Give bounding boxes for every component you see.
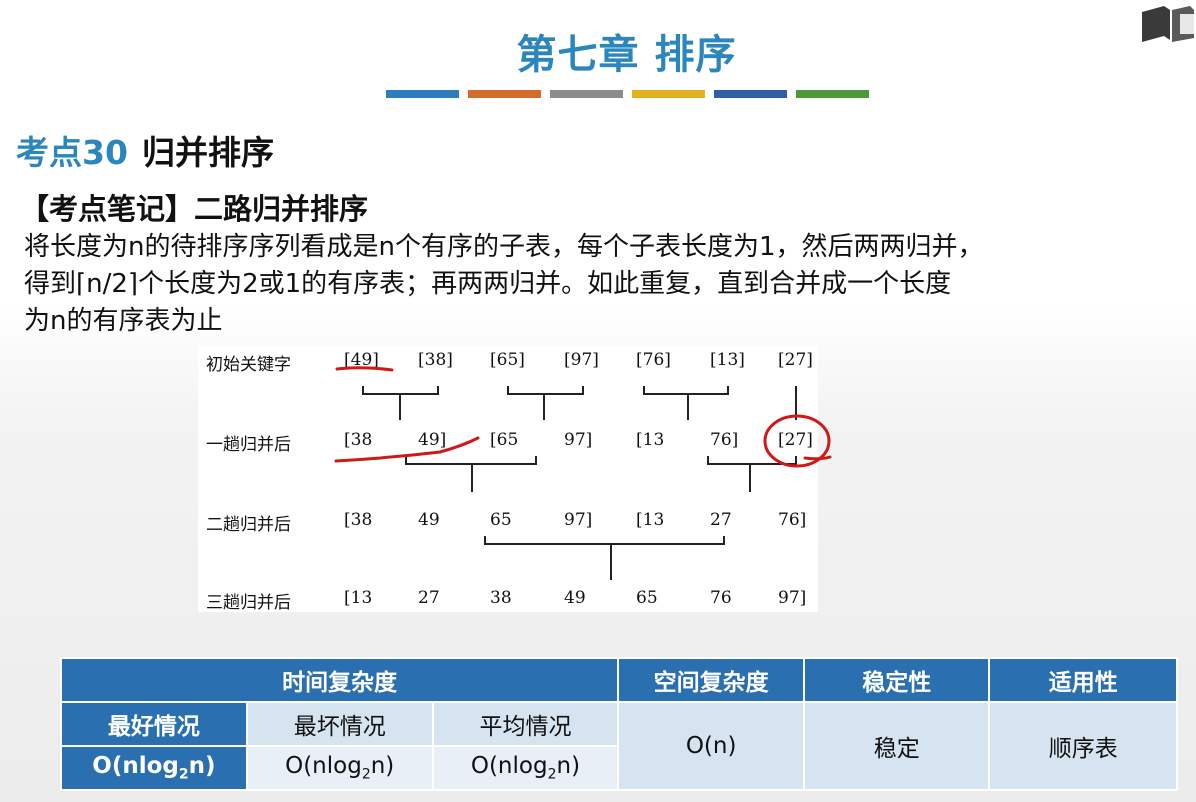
diagram-key-value: [38 (344, 510, 373, 530)
color-bar (386, 90, 459, 98)
diagram-key-value: [49] (344, 350, 379, 370)
diagram-row-label: 二趟归并后 (206, 515, 291, 535)
case-worst-label: 最坏情况 (245, 701, 434, 747)
color-bar (468, 90, 541, 98)
diagram-key-value: 27 (710, 510, 732, 530)
space-complexity-value: O(n) (617, 701, 805, 791)
case-average-label: 平均情况 (431, 701, 620, 747)
diagram-key-value: [27] (778, 430, 813, 450)
best-case-value: O(nlog2n) (60, 745, 248, 791)
diagram-key-value: 65 (490, 510, 512, 530)
case-best-label: 最好情况 (60, 701, 248, 747)
complexity-table: 时间复杂度 空间复杂度 稳定性 适用性 最好情况 最坏情况 平均情况 O(n) … (59, 657, 1178, 791)
diagram-key-value: 49 (418, 510, 440, 530)
note-line-2: 得到⌈n/2⌉个长度为2或1的有序表；再两两归并。如此重复，直到合并成一个长度 (24, 269, 952, 299)
diagram-key-value: 65 (636, 588, 658, 608)
note-line-1: 将长度为n的待排序序列看成是n个有序的子表，每个子表长度为1，然后两两归并， (24, 232, 984, 262)
header-space-complexity: 空间复杂度 (617, 657, 805, 703)
diagram-key-value: [65] (490, 350, 525, 370)
average-suffix: n) (556, 753, 581, 780)
diagram-key-value: 97] (778, 588, 807, 608)
section-heading: 考点30 归并排序 (16, 126, 274, 174)
diagram-key-value: [97] (564, 350, 599, 370)
diagram-key-value: 49 (564, 588, 586, 608)
average-case-value: O(nlog2n) (431, 745, 620, 791)
diagram-key-value: [65 (490, 430, 519, 450)
worst-sub: 2 (361, 766, 371, 783)
diagram-row-label: 初始关键字 (206, 355, 291, 375)
color-bar (796, 90, 869, 98)
diagram-key-value: [13 (636, 510, 665, 530)
best-prefix: O(nlog (92, 753, 179, 780)
header-stability: 稳定性 (802, 657, 991, 703)
best-suffix: n) (188, 753, 216, 780)
stability-value: 稳定 (802, 701, 991, 791)
diagram-key-value: 76] (778, 510, 807, 530)
average-prefix: O(nlog (470, 753, 548, 780)
diagram-key-value: 38 (490, 588, 512, 608)
header-time-complexity: 时间复杂度 (59, 657, 620, 703)
diagram-key-value: [27] (778, 350, 813, 370)
worst-suffix: n) (370, 753, 395, 780)
diagram-row-label: 一趟归并后 (206, 435, 291, 455)
worst-case-value: O(nlog2n) (245, 745, 434, 791)
diagram-key-value: [13 (344, 588, 373, 608)
diagram-key-value: 76] (710, 430, 739, 450)
worst-prefix: O(nlog (285, 753, 362, 780)
diagram-key-value: 97] (564, 430, 593, 450)
book-icon[interactable] (1140, 4, 1196, 44)
color-bar (632, 90, 705, 98)
header-applicability: 适用性 (988, 657, 1178, 703)
section-name: 归并排序 (141, 133, 274, 172)
best-sub: 2 (178, 766, 189, 783)
merge-sort-diagram: 初始关键字 [49] [38] [65] [97] [76] [13] [27] 一趟归并后 [3… (198, 346, 818, 613)
space-value-text: O(n) (685, 733, 737, 759)
diagram-key-value: 27 (418, 588, 440, 608)
chapter-title: 第七章 排序 (516, 32, 737, 78)
section-number: 考点30 (16, 133, 128, 172)
merge-bracket-lines (362, 386, 797, 580)
diagram-key-value: [13 (636, 430, 665, 450)
note-heading: 【考点笔记】二路归并排序 (20, 192, 369, 226)
average-sub: 2 (547, 766, 557, 783)
diagram-key-value: 97] (564, 510, 593, 530)
diagram-key-value: [38 (344, 430, 373, 450)
diagram-key-value: [38] (418, 350, 453, 370)
diagram-row-label: 三趟归并后 (206, 593, 291, 613)
diagram-key-value: 76 (710, 588, 732, 608)
color-bar (550, 90, 623, 98)
diagram-key-value: [13] (710, 350, 745, 370)
color-bar (714, 90, 787, 98)
applicability-value: 顺序表 (988, 701, 1178, 791)
note-line-3: 为n的有序表为止 (24, 306, 223, 336)
diagram-key-value: [76] (636, 350, 671, 370)
diagram-key-value: 49] (418, 430, 447, 450)
